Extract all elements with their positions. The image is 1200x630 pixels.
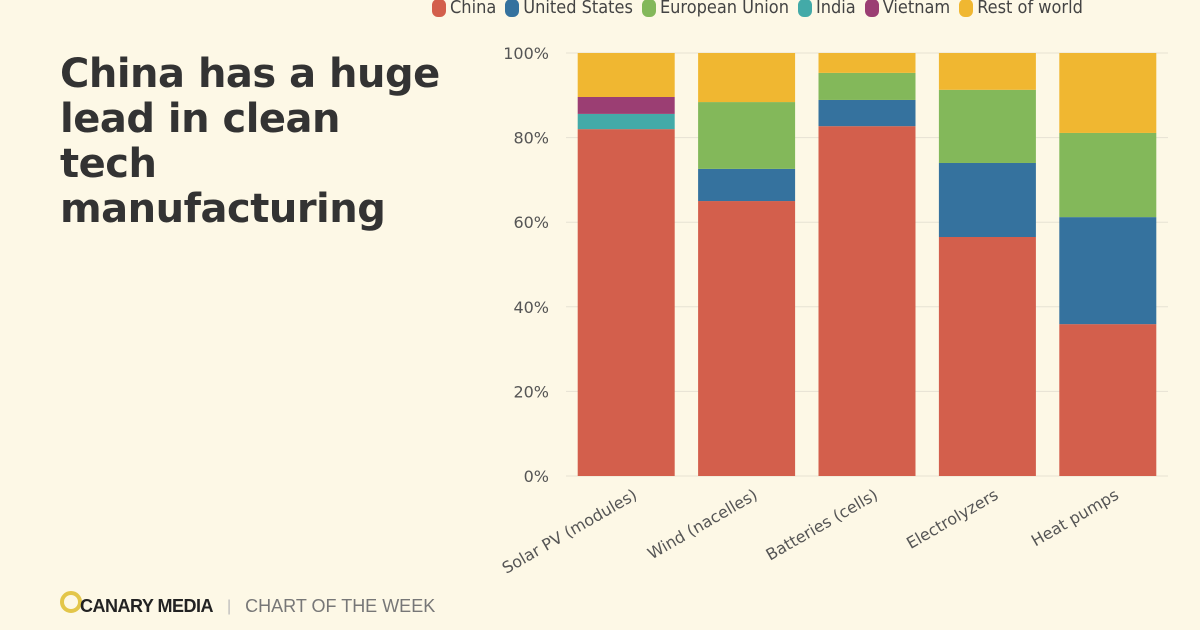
y-tick-label: 80% bbox=[513, 129, 549, 148]
y-tick-label: 0% bbox=[524, 467, 549, 486]
y-tick-label: 60% bbox=[513, 213, 549, 232]
legend-swatch bbox=[959, 0, 974, 17]
legend-item: Rest of world bbox=[959, 0, 1083, 18]
x-tick-label: Solar PV (modules) bbox=[499, 485, 640, 578]
legend-item: India bbox=[797, 0, 856, 18]
bar-segment-china bbox=[1059, 324, 1157, 476]
bar-segment-rest-of-world bbox=[1059, 53, 1157, 133]
brand-name: CANARY MEDIA bbox=[80, 596, 214, 616]
page-title: China has a huge lead in clean tech manu… bbox=[60, 51, 440, 232]
section-label: CHART OF THE WEEK bbox=[245, 596, 436, 616]
bar-segment-china bbox=[577, 129, 675, 476]
y-tick-label: 40% bbox=[513, 298, 549, 317]
legend-swatch bbox=[505, 0, 520, 17]
legend-swatch bbox=[641, 0, 656, 17]
legend-label: European Union bbox=[659, 0, 789, 18]
bar-segment-rest-of-world bbox=[938, 53, 1036, 90]
legend-item: European Union bbox=[641, 0, 789, 18]
legend-label: China bbox=[450, 0, 497, 18]
bar-segment-united-states bbox=[698, 168, 796, 202]
legend-swatch bbox=[432, 0, 446, 17]
bar-segment-rest-of-world bbox=[577, 53, 675, 97]
legend-item: China bbox=[432, 0, 496, 18]
chart-legend: China United States European Union India Vie… bbox=[432, 0, 1083, 18]
footer: CANARY MEDIA | CHART OF THE WEEK bbox=[60, 590, 436, 617]
legend-label: Rest of world bbox=[977, 0, 1083, 18]
x-tick-label: Heat pumps bbox=[1028, 485, 1122, 550]
legend-label: Vietnam bbox=[882, 0, 951, 18]
bar-segment-european-union bbox=[938, 89, 1036, 163]
bar-segment-india bbox=[577, 113, 675, 130]
canary-logo-icon bbox=[60, 590, 82, 613]
bar-segment-rest-of-world bbox=[698, 53, 796, 103]
bar-segment-european-union bbox=[698, 102, 796, 169]
legend-label: India bbox=[815, 0, 856, 18]
y-tick-label: 20% bbox=[513, 382, 549, 401]
bar-segment-united-states bbox=[938, 162, 1036, 238]
legend-item: Vietnam bbox=[864, 0, 951, 18]
bar-segment-european-union bbox=[818, 72, 916, 100]
bar-segment-united-states bbox=[818, 99, 916, 127]
x-tick-label: Electrolyzers bbox=[903, 485, 1001, 553]
bar-segment-rest-of-world bbox=[818, 53, 916, 73]
bar-segment-vietnam bbox=[577, 96, 675, 114]
bar-segment-china bbox=[698, 201, 796, 477]
x-tick-label: Batteries (cells) bbox=[763, 485, 881, 564]
legend-swatch bbox=[797, 0, 812, 17]
legend-item: United States bbox=[505, 0, 633, 18]
legend-label: United States bbox=[523, 0, 633, 18]
legend-swatch bbox=[864, 0, 879, 17]
bar-segment-china bbox=[938, 237, 1036, 476]
bar-segment-united-states bbox=[1059, 217, 1157, 325]
y-tick-label: 100% bbox=[503, 44, 549, 63]
x-tick-label: Wind (nacelles) bbox=[644, 485, 760, 563]
separator: | bbox=[227, 597, 232, 615]
bar-segment-european-union bbox=[1059, 132, 1157, 218]
bar-segment-china bbox=[818, 126, 916, 476]
